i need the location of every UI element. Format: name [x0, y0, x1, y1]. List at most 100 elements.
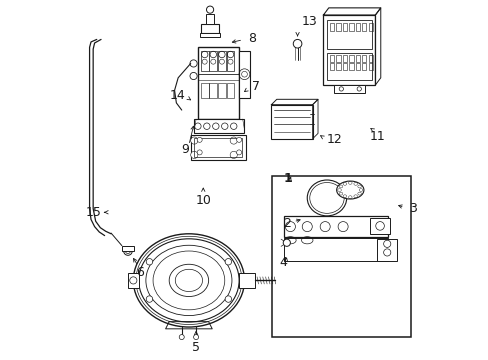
Text: 14: 14: [169, 89, 185, 102]
Bar: [329, 63, 333, 70]
Circle shape: [129, 277, 137, 284]
Bar: [199, 33, 220, 37]
Circle shape: [283, 239, 290, 246]
Circle shape: [197, 150, 202, 155]
Bar: [362, 23, 366, 31]
Bar: [218, 83, 225, 98]
Circle shape: [293, 40, 301, 48]
Bar: [362, 55, 366, 62]
Circle shape: [190, 60, 197, 67]
Bar: [362, 63, 366, 70]
Text: 3: 3: [408, 202, 416, 215]
Bar: [368, 55, 372, 62]
Circle shape: [123, 247, 132, 255]
Bar: [329, 23, 333, 31]
Circle shape: [146, 296, 152, 302]
Bar: [194, 138, 242, 157]
Bar: [226, 51, 234, 71]
Bar: [272, 176, 410, 337]
Bar: [284, 238, 387, 261]
Circle shape: [190, 137, 198, 144]
Circle shape: [179, 334, 184, 339]
Circle shape: [206, 6, 213, 13]
Text: 7: 7: [251, 80, 259, 93]
Bar: [218, 51, 225, 71]
Bar: [326, 53, 371, 80]
Circle shape: [203, 123, 210, 130]
Bar: [201, 24, 218, 33]
Text: 9: 9: [181, 143, 188, 156]
Bar: [376, 239, 396, 261]
Circle shape: [224, 258, 231, 265]
Text: 5: 5: [192, 341, 200, 354]
Text: 4: 4: [278, 256, 286, 269]
Bar: [369, 218, 389, 234]
Circle shape: [190, 72, 197, 80]
Bar: [122, 246, 134, 251]
Circle shape: [320, 222, 329, 231]
Bar: [342, 63, 346, 70]
Text: 6: 6: [136, 266, 144, 279]
Bar: [348, 63, 353, 70]
Bar: [355, 63, 359, 70]
Ellipse shape: [306, 180, 346, 216]
Text: 12: 12: [326, 133, 342, 146]
Bar: [348, 55, 353, 62]
Bar: [368, 63, 372, 70]
Circle shape: [146, 258, 152, 265]
Circle shape: [285, 222, 295, 231]
Bar: [342, 23, 346, 31]
Circle shape: [197, 137, 202, 142]
Bar: [226, 83, 234, 98]
Circle shape: [212, 123, 219, 130]
Bar: [190, 135, 246, 160]
Text: 10: 10: [195, 194, 211, 207]
Bar: [355, 23, 359, 31]
Bar: [201, 51, 208, 71]
Bar: [323, 15, 375, 85]
Bar: [368, 23, 372, 31]
Bar: [329, 55, 333, 62]
Circle shape: [190, 151, 198, 158]
Circle shape: [230, 137, 237, 144]
Circle shape: [230, 151, 237, 158]
Bar: [333, 85, 364, 93]
Circle shape: [230, 123, 237, 130]
Bar: [348, 23, 353, 31]
Bar: [128, 273, 139, 288]
Bar: [336, 23, 340, 31]
Text: 11: 11: [368, 130, 384, 143]
Circle shape: [339, 87, 343, 91]
Ellipse shape: [133, 234, 244, 327]
Bar: [239, 273, 255, 288]
Bar: [198, 47, 239, 119]
Bar: [209, 51, 217, 71]
Text: 1: 1: [283, 172, 291, 185]
Bar: [194, 119, 244, 134]
Bar: [326, 21, 371, 49]
Text: 15: 15: [85, 206, 101, 219]
Circle shape: [302, 222, 312, 231]
Bar: [284, 216, 387, 237]
Bar: [336, 55, 340, 62]
Circle shape: [224, 296, 231, 302]
Bar: [342, 55, 346, 62]
Circle shape: [375, 222, 384, 230]
Bar: [355, 55, 359, 62]
Bar: [201, 83, 208, 98]
Bar: [336, 63, 340, 70]
Circle shape: [221, 123, 227, 130]
Bar: [209, 83, 217, 98]
Circle shape: [356, 87, 361, 91]
Bar: [205, 14, 214, 24]
Circle shape: [236, 137, 241, 142]
Circle shape: [193, 334, 198, 339]
Text: 2: 2: [283, 216, 290, 230]
Ellipse shape: [336, 181, 363, 199]
Text: 13: 13: [301, 15, 316, 28]
Circle shape: [194, 123, 201, 130]
Text: 8: 8: [247, 32, 256, 45]
Circle shape: [236, 150, 241, 155]
Circle shape: [337, 222, 347, 231]
Bar: [239, 51, 249, 98]
